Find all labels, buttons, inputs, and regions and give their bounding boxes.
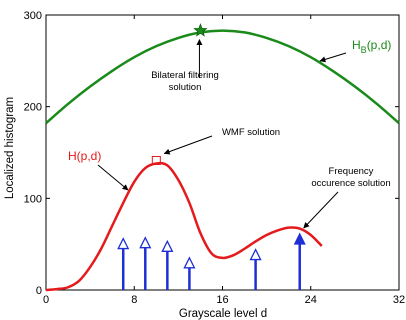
x-tick-label: 16 — [216, 294, 228, 306]
stem-triangle-filled — [293, 232, 306, 245]
stem-1 — [139, 236, 152, 290]
h-curve — [45, 161, 323, 292]
annotation-bilateral-line: solution — [169, 82, 202, 93]
stem-triangle-open — [139, 236, 152, 249]
annotation-wmf: WMF solution — [222, 127, 280, 138]
y-tick-label: 300 — [24, 10, 42, 22]
hb-curve — [45, 29, 400, 125]
stem-triangle-open — [183, 256, 196, 269]
stem-triangle-open — [117, 237, 130, 250]
hb-label-tail: (p,d) — [367, 38, 392, 52]
stem-3 — [183, 256, 196, 290]
x-tick-label: 0 — [43, 294, 49, 306]
x-tick-label: 8 — [131, 294, 137, 306]
stem-triangle-open — [161, 239, 174, 252]
y-axis-label: Localized histogram — [4, 97, 16, 199]
annotation-frequency-line: occurence solution — [311, 178, 390, 189]
star-marker — [193, 23, 208, 37]
x-tick-label: 24 — [305, 294, 317, 306]
hb-series-label: HB(p,d) — [352, 38, 391, 55]
annotation-arrow — [303, 191, 339, 229]
stem-5 — [293, 232, 306, 290]
annotation-frequency: Frequency occurence solution — [311, 166, 390, 189]
annotation-arrow — [163, 135, 213, 155]
stem-2 — [161, 239, 174, 290]
annotation-arrow — [97, 164, 129, 191]
stem-0 — [117, 237, 130, 290]
y-tick-label: 0 — [36, 285, 42, 297]
y-tick-label: 100 — [24, 193, 42, 205]
h-series-label: H(p,d) — [68, 149, 101, 163]
annotation-frequency-line: Frequency — [329, 166, 374, 177]
annotation-arrow — [319, 52, 347, 63]
stem-4 — [249, 248, 262, 290]
hb-label-main: H — [352, 38, 361, 52]
x-tick-label: 32 — [393, 294, 405, 306]
x-axis-label: Grayscale level d — [179, 308, 267, 320]
annotation-bilateral: Bilateral filtering solution — [151, 70, 219, 93]
y-tick-label: 200 — [24, 102, 42, 114]
stem-triangle-open — [249, 248, 262, 261]
square-marker — [151, 156, 161, 165]
annotation-bilateral-line: Bilateral filtering — [151, 70, 219, 81]
hb-label-sub: B — [361, 45, 367, 55]
